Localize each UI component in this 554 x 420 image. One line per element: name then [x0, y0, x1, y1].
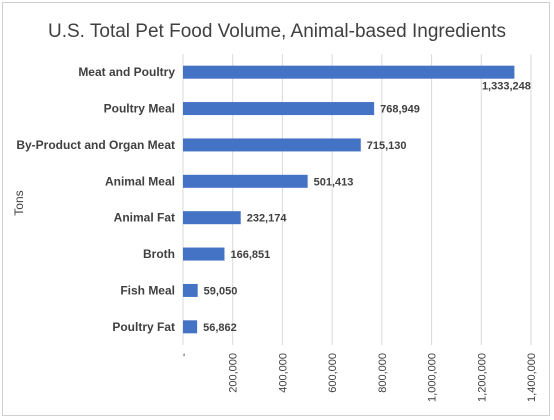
- bar: [183, 247, 225, 261]
- bar: [183, 320, 198, 334]
- category-label: Animal Fat: [114, 211, 175, 225]
- category-labels: Meat and Poultry Poultry Meal By-Product a…: [16, 65, 175, 334]
- x-axis-tick-labels: - 200,000 400,000 600,000 800,000 1,000,000 1,…: [178, 353, 538, 402]
- x-tick-label: 600,000: [327, 353, 339, 393]
- bar: [183, 102, 375, 116]
- chart-title: U.S. Total Pet Food Volume, Animal-based…: [48, 21, 506, 42]
- x-tick-label: -: [178, 353, 190, 357]
- bar: [183, 211, 241, 225]
- value-label: 715,130: [367, 140, 407, 152]
- value-label: 166,851: [230, 249, 270, 261]
- category-label: Broth: [143, 247, 175, 261]
- value-label: 59,050: [204, 285, 238, 297]
- bar: [183, 174, 308, 188]
- value-label: 1,333,248: [482, 81, 531, 93]
- value-labels: 1,333,248 768,949 715,130 501,413 232,174 166…: [203, 81, 531, 334]
- x-tick-label: 800,000: [377, 353, 389, 393]
- bar: [183, 283, 198, 297]
- bar: [183, 138, 361, 152]
- bar-chart: U.S. Total Pet Food Volume, Animal-based…: [12, 21, 538, 402]
- value-label: 232,174: [247, 213, 288, 225]
- value-label: 501,413: [314, 176, 354, 188]
- x-tick-label: 200,000: [228, 353, 240, 393]
- x-tick-label: 1,000,000: [427, 353, 439, 402]
- x-tick-label: 1,400,000: [526, 353, 538, 402]
- value-label: 56,862: [203, 322, 237, 334]
- y-axis-label: Tons: [12, 190, 26, 215]
- chart-frame: U.S. Total Pet Food Volume, Animal-based…: [2, 2, 550, 416]
- category-label: By-Product and Organ Meat: [16, 138, 175, 152]
- value-label: 768,949: [380, 104, 420, 116]
- category-label: Fish Meal: [120, 283, 175, 297]
- category-label: Poultry Meal: [104, 102, 175, 116]
- x-tick-label: 1,200,000: [476, 353, 488, 402]
- category-label: Animal Meal: [105, 174, 175, 188]
- bar: [183, 65, 515, 79]
- gridlines: [182, 54, 532, 345]
- category-label: Poultry Fat: [112, 320, 175, 334]
- x-tick-label: 400,000: [277, 353, 289, 393]
- bars: [183, 65, 515, 334]
- category-label: Meat and Poultry: [78, 65, 175, 79]
